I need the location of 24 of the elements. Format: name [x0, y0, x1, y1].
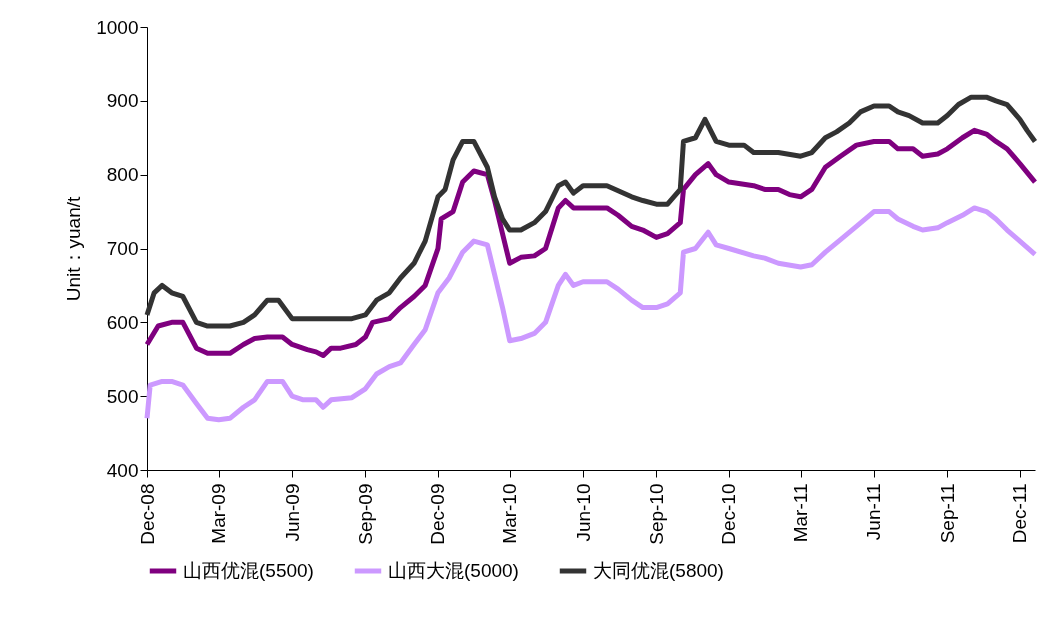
- x-tick-label: Sep-11: [936, 483, 958, 544]
- x-tick-label: Sep-10: [645, 483, 667, 545]
- legend-label: 大同优混(5800): [593, 560, 724, 581]
- legend-label: 山西大混(5000): [388, 560, 519, 581]
- x-tick-label: Dec-10: [718, 483, 740, 545]
- y-tick-label: 1000: [96, 16, 139, 38]
- x-tick-label: Mar-10: [499, 483, 521, 544]
- y-tick-label: 400: [106, 459, 139, 481]
- y-tick-label: 800: [106, 164, 139, 186]
- legend-label: 山西优混(5500): [183, 560, 314, 581]
- y-tick-label: 900: [106, 90, 139, 112]
- x-tick-label: Jun-09: [281, 483, 303, 542]
- x-tick-label: Sep-09: [354, 483, 376, 545]
- y-tick-label: 500: [106, 385, 139, 407]
- y-tick-label: 700: [106, 238, 139, 259]
- x-tick-label: Mar-11: [790, 483, 812, 543]
- x-tick-label: Dec-09: [427, 483, 449, 545]
- x-tick-label: Jun-10: [572, 483, 594, 542]
- x-tick-label: Mar-09: [208, 483, 230, 544]
- x-tick-label: Dec-11: [1009, 483, 1031, 544]
- x-tick-label: Jun-11: [863, 483, 885, 541]
- y-axis-title: Unit：yuan/t: [63, 196, 85, 302]
- y-tick-label: 600: [106, 311, 139, 333]
- x-tick-label: Dec-08: [136, 483, 158, 545]
